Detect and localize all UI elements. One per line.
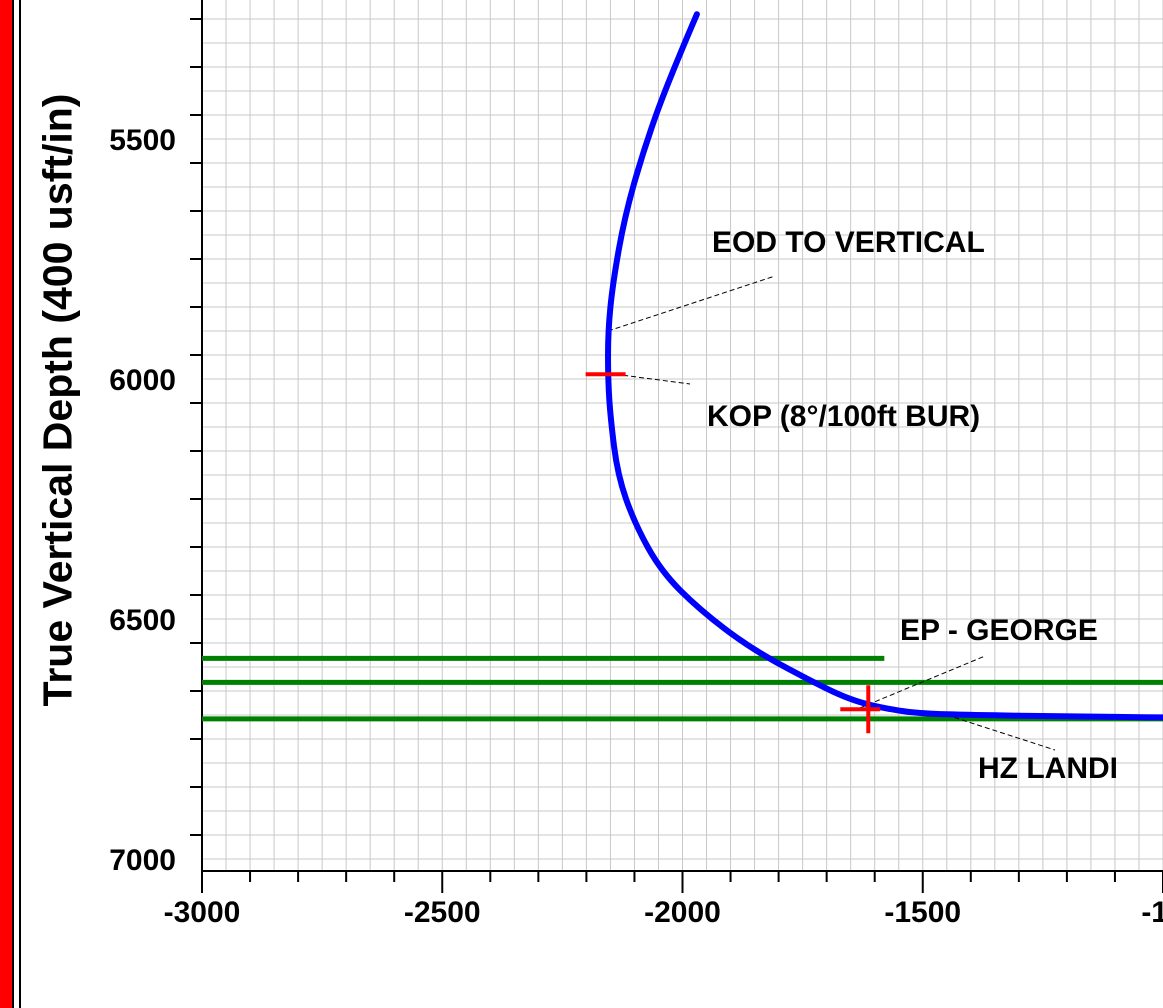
annotation-leader bbox=[946, 714, 1056, 751]
left-red-strip bbox=[0, 0, 14, 1008]
annotation-leader bbox=[860, 655, 986, 709]
x-tick-label: -1500 bbox=[884, 896, 961, 929]
x-tick-label: -10 bbox=[1141, 896, 1163, 929]
y-tick-label: 6000 bbox=[109, 364, 176, 397]
left-border-line bbox=[19, 0, 21, 1008]
annotation-leader bbox=[615, 373, 691, 385]
wellpath-line bbox=[605, 11, 1163, 721]
x-tick-label: -2500 bbox=[404, 896, 481, 929]
x-tick-label: -3000 bbox=[164, 896, 241, 929]
y-tick-label: 5500 bbox=[109, 124, 176, 157]
x-tick-label: -2000 bbox=[644, 896, 721, 929]
annotation-label: EP - GEORGE bbox=[900, 614, 1098, 647]
annotation-label: KOP (8°/100ft BUR) bbox=[707, 400, 980, 433]
annotation-label: EOD TO VERTICAL bbox=[712, 226, 985, 259]
y-tick-label: 6500 bbox=[109, 604, 176, 637]
y-tick-label: 7000 bbox=[109, 844, 176, 877]
annotation-label: HZ LANDI bbox=[978, 752, 1118, 785]
annotation-leader bbox=[607, 275, 776, 332]
